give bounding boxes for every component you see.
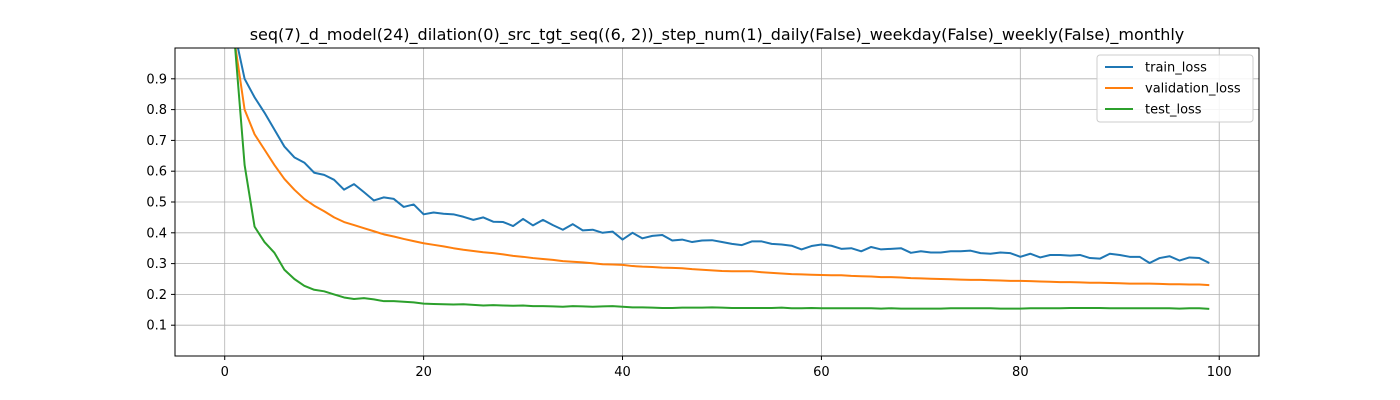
grid	[175, 48, 1259, 356]
series-line-train-loss	[236, 48, 1210, 264]
y-tick-label: 0.1	[146, 319, 167, 334]
y-tick-label: 0.9	[146, 72, 167, 87]
legend: train_loss validation_loss test_loss	[1096, 54, 1254, 123]
y-tick-label: 0.4	[146, 226, 167, 241]
x-tick-label: 100	[1207, 365, 1232, 380]
legend-label: validation_loss	[1145, 82, 1241, 97]
x-tick-label: 0	[221, 365, 229, 380]
legend-label: test_loss	[1145, 103, 1202, 118]
x-tick-label: 60	[813, 365, 830, 380]
x-tick-label: 40	[614, 365, 631, 380]
x-tick-label: 80	[1012, 365, 1029, 380]
y-tick-label: 0.3	[146, 257, 167, 272]
y-tick-label: 0.6	[146, 165, 167, 180]
y-tick-label: 0.8	[146, 103, 167, 118]
chart-title: seq(7)_d_model(24)_dilation(0)_src_tgt_s…	[250, 25, 1185, 45]
y-tick-label: 0.5	[146, 196, 167, 211]
axes: 0 20 40 60 80 100 0.1 0.2 0.3 0.4 0.5 0.6 0.7 0.8 0.9	[146, 72, 1231, 380]
legend-box	[1096, 54, 1254, 123]
x-tick-label: 20	[415, 365, 432, 380]
series-lines	[234, 48, 1210, 310]
y-tick-label: 0.2	[146, 288, 167, 303]
legend-label: train_loss	[1145, 61, 1207, 76]
y-tick-label: 0.7	[146, 134, 167, 149]
series-line-validation-loss	[234, 48, 1210, 287]
series-line-test-loss	[234, 48, 1210, 310]
